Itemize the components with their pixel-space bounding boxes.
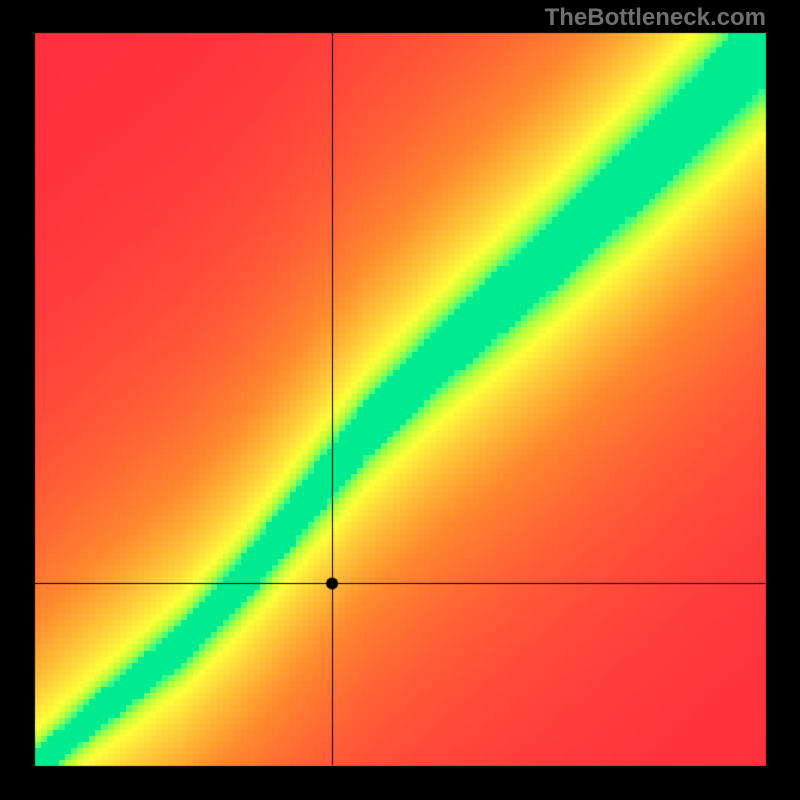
bottleneck-heatmap <box>0 0 800 800</box>
chart-container: { "watermark": { "text": "TheBottleneck.… <box>0 0 800 800</box>
watermark-text: TheBottleneck.com <box>545 4 766 32</box>
